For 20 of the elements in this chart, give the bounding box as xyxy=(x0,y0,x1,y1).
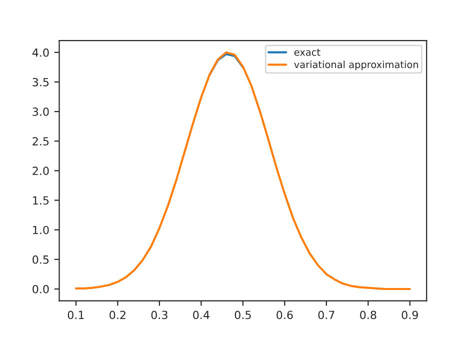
x-tick-label: 0.9 xyxy=(402,310,418,320)
y-tick-label: 2.0 xyxy=(32,166,49,176)
x-tick-label: 0.2 xyxy=(110,310,126,320)
y-tick-label: 3.0 xyxy=(32,108,49,116)
y-tick-label: 1.5 xyxy=(33,196,49,205)
y-tick-label: 2.5 xyxy=(32,137,49,146)
y-tick-label: 1.0 xyxy=(33,226,49,234)
y-tick-label: 0.0 xyxy=(32,284,49,294)
x-tick-label: 0.3 xyxy=(151,310,168,320)
x-tick-label: 0.6 xyxy=(276,310,293,320)
x-tick-label: 0.1 xyxy=(68,310,84,320)
x-tick-label: 0.4 xyxy=(193,310,210,320)
x-tick-label: 0.7 xyxy=(318,310,334,320)
y-tick-label: 4.0 xyxy=(32,48,49,57)
legend-label: exact xyxy=(294,48,320,56)
y-tick-label: 3.5 xyxy=(32,78,49,86)
y-tick-label: 0.5 xyxy=(32,255,49,264)
legend-label: variational approximation xyxy=(294,60,418,70)
x-tick-label: 0.5 xyxy=(234,310,251,320)
x-tick-label: 0.8 xyxy=(360,310,376,320)
